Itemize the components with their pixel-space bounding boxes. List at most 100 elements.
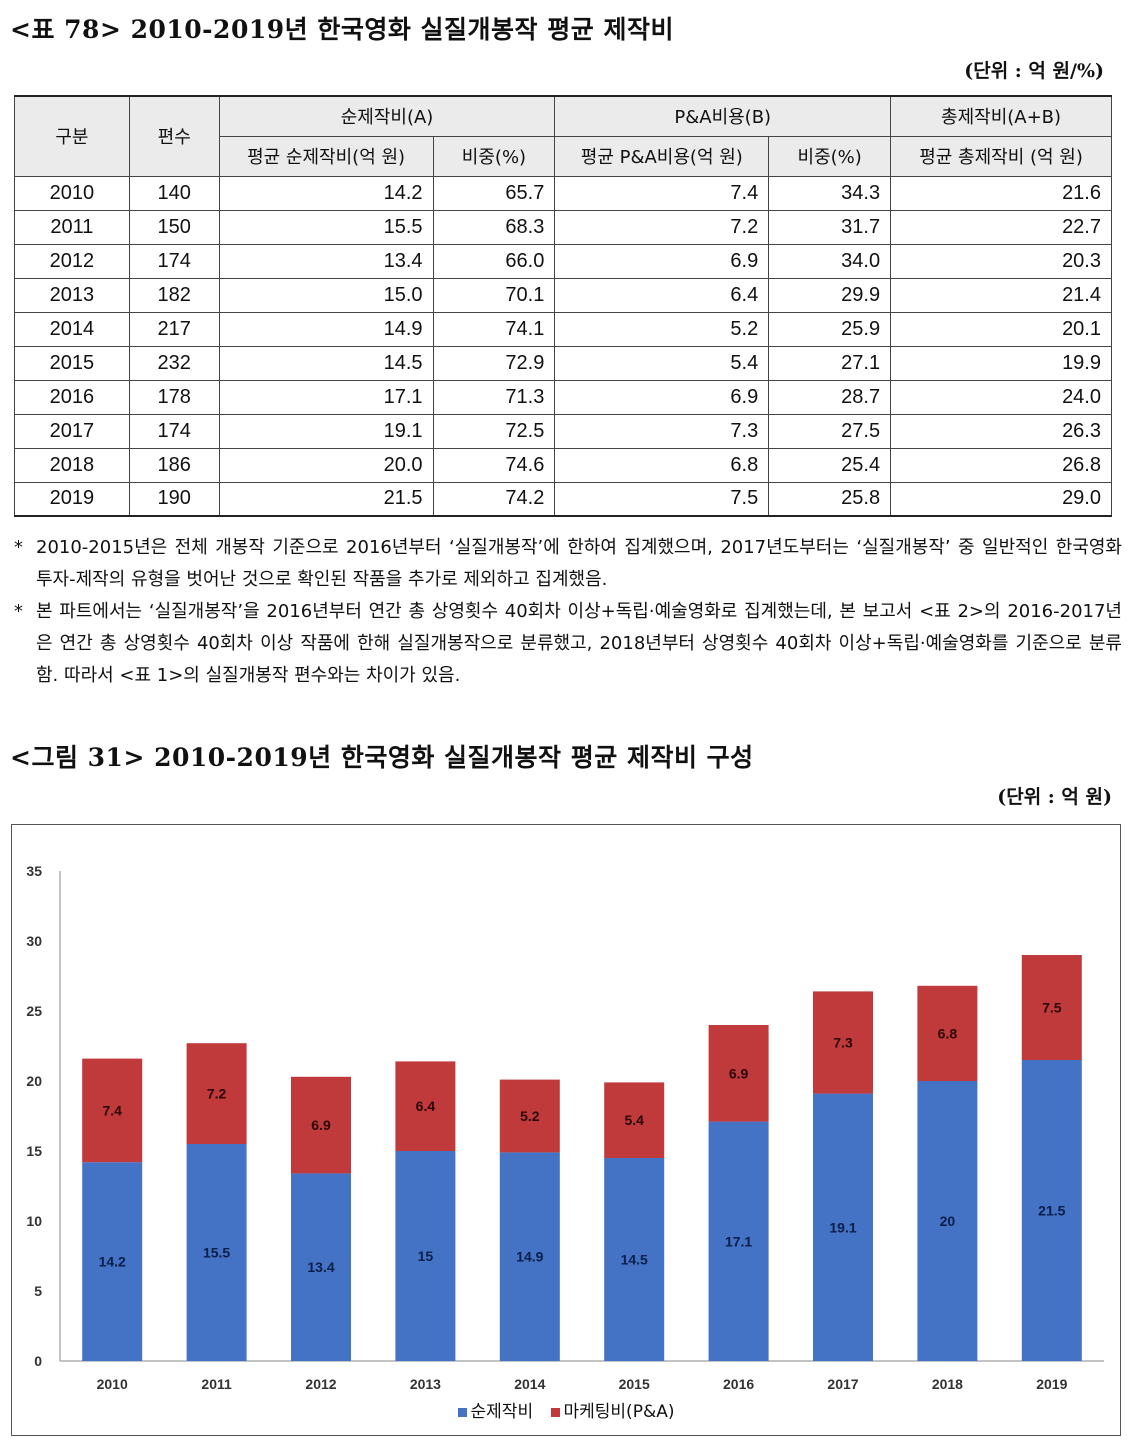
header-count: 편수: [128, 95, 220, 177]
note-text: 2010-2015년은 전체 개봉작 기준으로 2016년부터 ‘실질개봉작’에…: [36, 537, 1122, 590]
table-cell: 21.5: [218, 481, 434, 517]
legend-item-pa: 마케팅비(P&A): [550, 1397, 675, 1422]
table-cell: 7.3: [554, 413, 770, 449]
note-item: * 본 파트에서는 ‘실질개봉작’을 2016년부터 연간 총 상영횟수 40회…: [14, 596, 1122, 692]
bar-net-production: [291, 1173, 351, 1361]
bar-net-production: [708, 1121, 769, 1361]
table-cell: 7.4: [554, 175, 770, 211]
data-label: 14.9: [516, 1249, 543, 1265]
note-marker: *: [14, 601, 23, 622]
table-row: 2015 232 14.5 72.9 5.4 27.1 19.9: [14, 345, 1112, 381]
table-cell: 28.7: [768, 379, 892, 415]
data-label: 6.9: [311, 1117, 331, 1133]
table-cell: 232: [128, 345, 220, 381]
production-cost-table: 구분 편수 순제작비(A) P&A비용(B) 총제작비(A+B) 평균 순제작비…: [14, 95, 1112, 517]
table-cell: 17.1: [218, 379, 434, 415]
header-avg-pa: 평균 P&A비용(억 원): [554, 135, 770, 177]
table-notes: * 2010-2015년은 전체 개봉작 기준으로 2016년부터 ‘실질개봉작…: [14, 532, 1122, 692]
y-tick-label: 5: [34, 1283, 42, 1299]
table-cell: 6.9: [554, 379, 770, 415]
legend-item-net: 순제작비: [457, 1397, 533, 1422]
table-row: 2010 140 14.2 65.7 7.4 34.3 21.6: [14, 175, 1112, 211]
data-label: 7.5: [1042, 1000, 1062, 1016]
table-cell: 21.6: [890, 175, 1112, 211]
bar-net-production: [1021, 1060, 1082, 1361]
bar-marketing: [917, 985, 978, 1081]
table-cell: 5.2: [554, 311, 770, 347]
data-label: 20: [940, 1213, 956, 1229]
x-tick-label: 2017: [827, 1376, 858, 1392]
table-cell: 26.8: [890, 447, 1112, 483]
table-cell: 20.0: [218, 447, 434, 483]
table-cell: 29.9: [768, 277, 892, 313]
legend-swatch-pa: [550, 1407, 560, 1417]
table-cell: 34.3: [768, 175, 892, 211]
legend-swatch-net: [457, 1407, 467, 1417]
bar-marketing: [708, 1025, 769, 1122]
header-avg-total: 평균 총제작비 (억 원): [890, 135, 1112, 177]
note-item: * 2010-2015년은 전체 개봉작 기준으로 2016년부터 ‘실질개봉작…: [14, 532, 1122, 596]
table-row: 2016 178 17.1 71.3 6.9 28.7 24.0: [14, 379, 1112, 415]
table-cell: 26.3: [890, 413, 1112, 449]
table-cell: 217: [128, 311, 220, 347]
table-cell: 74.6: [432, 447, 556, 483]
header-group-net: 순제작비(A): [218, 95, 556, 137]
table-cell: 174: [128, 243, 220, 279]
data-label: 7.4: [102, 1102, 122, 1118]
table-cell: 15.0: [218, 277, 434, 313]
table-cell: 140: [128, 175, 220, 211]
figure-unit: (단위 : 억 원): [997, 786, 1112, 808]
x-tick-label: 2013: [410, 1376, 441, 1392]
data-label: 19.1: [829, 1219, 856, 1235]
data-label: 5.2: [520, 1108, 540, 1124]
data-label: 5.4: [624, 1112, 644, 1128]
legend-label-pa: 마케팅비(P&A): [563, 1402, 675, 1422]
table-title: <표 78> 2010-2019년 한국영화 실질개봉작 평균 제작비: [10, 15, 674, 44]
table-cell: 70.1: [432, 277, 556, 313]
bar-marketing: [291, 1076, 351, 1174]
table-cell: 6.8: [554, 447, 770, 483]
table-cell: 19.9: [890, 345, 1112, 381]
x-tick-label: 2014: [514, 1376, 545, 1392]
table-row: 2014 217 14.9 74.1 5.2 25.9 20.1: [14, 311, 1112, 347]
table-cell: 6.9: [554, 243, 770, 279]
table-cell: 74.2: [432, 481, 556, 517]
bar-marketing: [395, 1061, 456, 1151]
bar-marketing: [82, 1058, 143, 1163]
table-cell: 25.8: [768, 481, 892, 517]
bar-net-production: [604, 1158, 665, 1361]
table-row: 2013 182 15.0 70.1 6.4 29.9 21.4: [14, 277, 1112, 313]
data-label: 6.9: [729, 1065, 749, 1081]
header-category: 구분: [14, 95, 130, 177]
table-cell: 2012: [14, 243, 130, 279]
header-avg-net: 평균 순제작비(억 원): [218, 135, 434, 177]
bar-marketing: [1021, 955, 1082, 1060]
table-cell: 27.1: [768, 345, 892, 381]
data-label: 6.8: [938, 1025, 958, 1041]
x-tick-label: 2018: [932, 1376, 963, 1392]
data-label: 7.3: [833, 1035, 853, 1051]
table-cell: 5.4: [554, 345, 770, 381]
table-cell: 21.4: [890, 277, 1112, 313]
bar-marketing: [813, 991, 873, 1094]
table-cell: 24.0: [890, 379, 1112, 415]
table-cell: 7.2: [554, 209, 770, 245]
table-cell: 14.5: [218, 345, 434, 381]
stacked-bar-chart: 0 5 10 15 20 25 30 35 14.2 7.4 2010 15.5 7.2 2011 13.4…: [11, 824, 1121, 1436]
table-cell: 150: [128, 209, 220, 245]
y-tick-label: 10: [26, 1213, 42, 1229]
table-cell: 7.5: [554, 481, 770, 517]
x-tick-label: 2012: [305, 1376, 336, 1392]
table-cell: 190: [128, 481, 220, 517]
data-label: 14.2: [99, 1254, 126, 1270]
y-tick-label: 20: [26, 1073, 42, 1089]
bar-marketing: [499, 1079, 560, 1153]
bar-marketing: [186, 1043, 247, 1144]
table-cell: 2016: [14, 379, 130, 415]
table-cell: 20.1: [890, 311, 1112, 347]
data-label: 7.2: [207, 1086, 227, 1102]
table-cell: 13.4: [218, 243, 434, 279]
table-cell: 2019: [14, 481, 130, 517]
table-row: 2017 174 19.1 72.5 7.3 27.5 26.3: [14, 413, 1112, 449]
note-marker: *: [14, 537, 23, 558]
